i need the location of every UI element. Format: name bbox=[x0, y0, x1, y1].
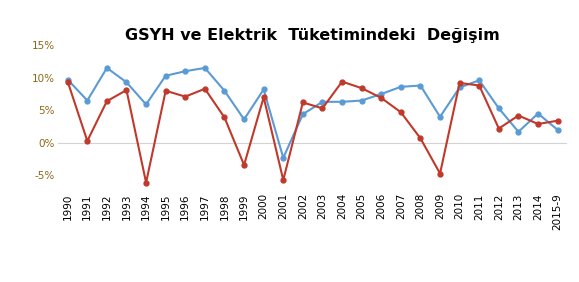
Gayrisafi Yurtiçi Hasıla bbox=[123, 88, 130, 92]
Gayrisafi Yurtiçi Hasıla bbox=[142, 181, 149, 184]
Elektrik Tüketimindeki Değişim bbox=[221, 89, 228, 92]
Gayrisafi Yurtiçi Hasıla bbox=[397, 111, 404, 114]
Elektrik Tüketimindeki Değişim bbox=[241, 118, 248, 121]
Gayrisafi Yurtiçi Hasıla bbox=[104, 100, 111, 103]
Elektrik Tüketimindeki Değişim bbox=[260, 88, 267, 91]
Gayrisafi Yurtiçi Hasıla bbox=[201, 87, 208, 91]
Gayrisafi Yurtiçi Hasıla bbox=[241, 163, 248, 167]
Elektrik Tüketimindeki Değişim bbox=[319, 100, 326, 103]
Gayrisafi Yurtiçi Hasıla bbox=[162, 89, 169, 92]
Gayrisafi Yurtiçi Hasıla bbox=[437, 172, 444, 175]
Elektrik Tüketimindeki Değişim bbox=[162, 74, 169, 78]
Gayrisafi Yurtiçi Hasıla bbox=[280, 178, 287, 182]
Elektrik Tüketimindeki Değişim bbox=[339, 100, 346, 103]
Elektrik Tüketimindeki Değişim bbox=[476, 79, 483, 82]
Elektrik Tüketimindeki Değişim bbox=[417, 84, 424, 87]
Elektrik Tüketimindeki Değişim bbox=[104, 66, 111, 70]
Elektrik Tüketimindeki Değişim bbox=[496, 107, 503, 110]
Gayrisafi Yurtiçi Hasıla bbox=[84, 139, 91, 143]
Gayrisafi Yurtiçi Hasıla bbox=[319, 107, 326, 110]
Gayrisafi Yurtiçi Hasıla bbox=[554, 119, 561, 122]
Elektrik Tüketimindeki Değişim bbox=[182, 69, 189, 73]
Elektrik Tüketimindeki Değişim bbox=[554, 128, 561, 131]
Gayrisafi Yurtiçi Hasıla bbox=[417, 136, 424, 140]
Elektrik Tüketimindeki Değişim bbox=[437, 115, 444, 118]
Elektrik Tüketimindeki Değişim bbox=[280, 156, 287, 160]
Gayrisafi Yurtiçi Hasıla bbox=[358, 87, 365, 90]
Title: GSYH ve Elektrik  Tüketimindeki  Değişim: GSYH ve Elektrik Tüketimindeki Değişim bbox=[125, 28, 500, 43]
Gayrisafi Yurtiçi Hasıla bbox=[496, 127, 503, 130]
Elektrik Tüketimindeki Değişim bbox=[123, 81, 130, 84]
Gayrisafi Yurtiçi Hasıla bbox=[515, 114, 522, 117]
Line: Elektrik Tüketimindeki Değişim: Elektrik Tüketimindeki Değişim bbox=[65, 65, 560, 160]
Elektrik Tüketimindeki Değişim bbox=[142, 103, 149, 106]
Gayrisafi Yurtiçi Hasıla bbox=[260, 96, 267, 99]
Gayrisafi Yurtiçi Hasıla bbox=[221, 116, 228, 119]
Gayrisafi Yurtiçi Hasıla bbox=[299, 101, 306, 104]
Elektrik Tüketimindeki Değişim bbox=[64, 78, 71, 81]
Gayrisafi Yurtiçi Hasıla bbox=[378, 96, 384, 100]
Gayrisafi Yurtiçi Hasıla bbox=[182, 95, 189, 98]
Gayrisafi Yurtiçi Hasıla bbox=[534, 122, 541, 126]
Elektrik Tüketimindeki Değişim bbox=[378, 92, 384, 96]
Elektrik Tüketimindeki Değişim bbox=[201, 66, 208, 70]
Elektrik Tüketimindeki Değişim bbox=[515, 130, 522, 133]
Elektrik Tüketimindeki Değişim bbox=[358, 99, 365, 102]
Elektrik Tüketimindeki Değişim bbox=[84, 99, 91, 102]
Elektrik Tüketimindeki Değişim bbox=[299, 113, 306, 116]
Gayrisafi Yurtiçi Hasıla bbox=[456, 81, 463, 85]
Elektrik Tüketimindeki Değişim bbox=[534, 112, 541, 115]
Line: Gayrisafi Yurtiçi Hasıla: Gayrisafi Yurtiçi Hasıla bbox=[65, 79, 560, 185]
Elektrik Tüketimindeki Değişim bbox=[456, 86, 463, 89]
Gayrisafi Yurtiçi Hasıla bbox=[339, 80, 346, 83]
Elektrik Tüketimindeki Değişim bbox=[397, 85, 404, 89]
Gayrisafi Yurtiçi Hasıla bbox=[476, 84, 483, 87]
Gayrisafi Yurtiçi Hasıla bbox=[64, 80, 71, 83]
